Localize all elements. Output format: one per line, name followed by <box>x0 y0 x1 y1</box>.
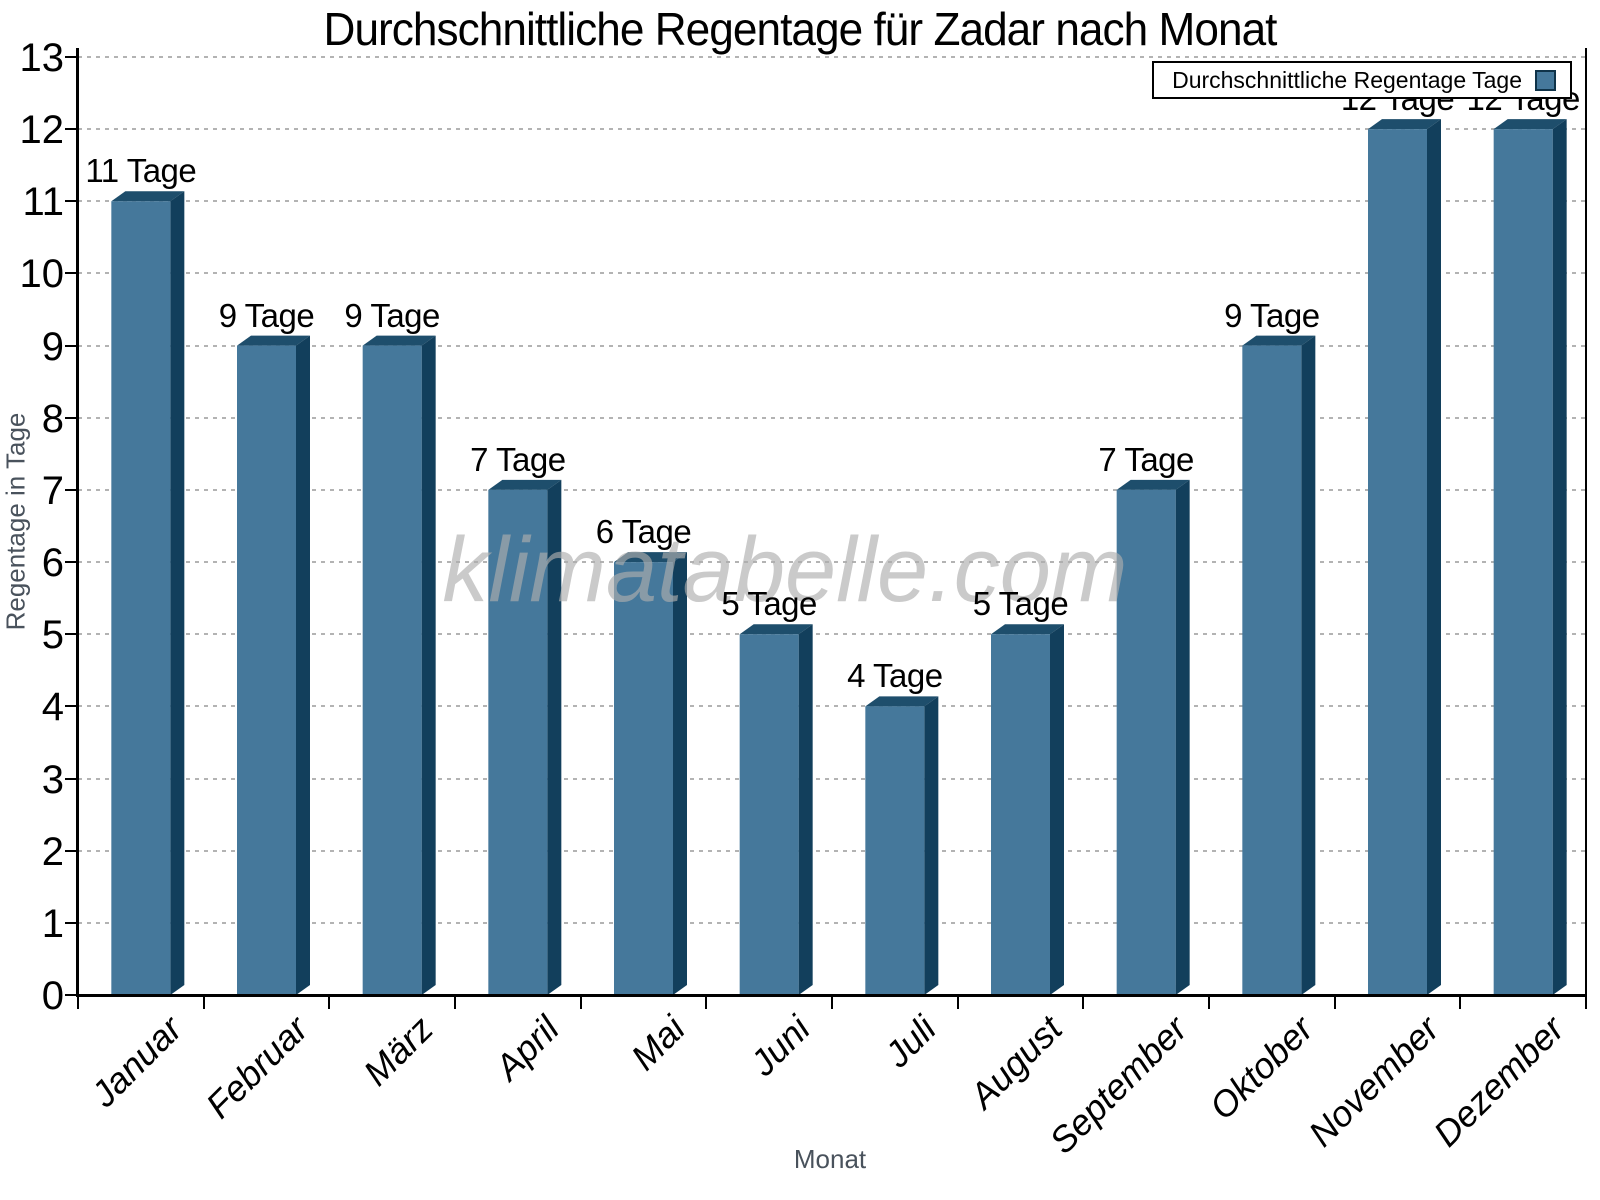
x-axis-tick <box>1585 996 1587 1009</box>
y-axis-tick-label: 8 <box>41 396 64 441</box>
gridline <box>78 272 1586 275</box>
y-axis-tick-label: 13 <box>19 36 65 80</box>
gridline <box>78 128 1586 131</box>
x-axis-tick <box>1333 996 1336 1009</box>
gridline <box>78 849 1586 852</box>
y-axis-tick-label: 7 <box>41 468 64 513</box>
bar-value-label: 5 Tage <box>972 585 1069 623</box>
legend-swatch-icon <box>1535 69 1556 91</box>
x-axis-tick <box>1459 996 1462 1009</box>
x-axis-line <box>76 994 1587 997</box>
gridline <box>78 561 1586 564</box>
bar-value-label: 9 Tage <box>1224 296 1320 334</box>
bar-value-label: 9 Tage <box>344 296 440 334</box>
y-axis-tick-label: 6 <box>41 541 64 586</box>
plot-right-border <box>1585 48 1587 997</box>
y-axis-tick-label: 3 <box>41 757 64 802</box>
y-axis-tick <box>65 777 78 780</box>
x-axis-tick <box>454 996 456 1009</box>
y-axis-tick-label: 11 <box>22 180 64 225</box>
bar-april <box>488 479 562 995</box>
y-axis-tick-label: 10 <box>19 252 65 297</box>
x-axis-tick <box>956 996 959 1009</box>
y-axis-tick <box>65 849 78 852</box>
y-axis-tick <box>65 561 78 564</box>
chart-title: Durchschnittliche Regentage für Zadar na… <box>323 3 1278 55</box>
x-axis-tick <box>328 996 331 1009</box>
y-axis-tick <box>65 200 78 203</box>
bar-februar <box>237 335 310 996</box>
y-axis-tick-label: 9 <box>41 324 64 369</box>
bar-september <box>1116 479 1190 995</box>
x-axis-tick <box>202 996 205 1009</box>
y-axis-tick-label: 5 <box>41 613 64 658</box>
bar-august <box>991 624 1064 995</box>
bar-märz <box>362 335 436 996</box>
y-axis-tick <box>65 705 78 708</box>
bar-value-label: 6 Tage <box>595 513 692 551</box>
bar-value-label: 4 Tage <box>847 657 943 695</box>
bar-value-label: 7 Tage <box>470 440 566 478</box>
x-axis-tick <box>705 996 708 1009</box>
y-axis-tick-label: 12 <box>19 108 65 153</box>
y-axis-tick <box>65 633 78 636</box>
y-axis-tick <box>65 344 78 347</box>
y-axis-tick <box>65 272 78 275</box>
y-axis-tick <box>65 994 78 996</box>
bar-november <box>1368 119 1441 996</box>
gridline <box>78 633 1586 636</box>
gridline <box>78 416 1586 419</box>
gridline <box>78 344 1586 347</box>
bar-juni <box>739 624 813 995</box>
bar-mai <box>614 552 687 995</box>
x-axis-title: Monat <box>793 1144 867 1174</box>
gridline <box>78 705 1586 708</box>
y-axis-tick <box>65 921 78 924</box>
bar-value-label: 11 Tage <box>85 152 197 190</box>
gridline <box>78 200 1586 203</box>
legend: Durchschnittliche Regentage Tage <box>1152 61 1572 99</box>
y-axis-line <box>76 48 79 997</box>
bar-juli <box>865 696 939 995</box>
y-axis-tick <box>65 416 78 419</box>
x-axis-tick <box>579 996 582 1009</box>
bar-value-label: 9 Tage <box>218 296 315 334</box>
gridline <box>78 488 1586 491</box>
y-axis-tick-label: 0 <box>41 974 64 1018</box>
y-axis-tick-label: 1 <box>41 901 64 946</box>
x-axis-tick <box>1208 996 1210 1009</box>
y-axis-tick-label: 2 <box>41 829 64 874</box>
y-axis-tick <box>65 128 78 131</box>
x-axis-tick <box>77 996 79 1009</box>
legend-label: Durchschnittliche Regentage Tage <box>1172 66 1522 93</box>
gridline <box>78 56 1586 58</box>
bar-oktober <box>1242 335 1316 996</box>
bar-dezember <box>1493 119 1567 996</box>
y-axis-tick <box>65 56 78 58</box>
y-axis-tick <box>65 488 78 491</box>
gridline <box>78 777 1586 780</box>
gridline <box>78 921 1586 924</box>
x-axis-tick <box>1082 996 1085 1009</box>
bar-value-label: 5 Tage <box>721 585 817 623</box>
bar-januar <box>111 191 185 996</box>
x-axis-tick <box>831 996 833 1009</box>
y-axis-tick-label: 4 <box>41 685 64 730</box>
bar-value-label: 7 Tage <box>1098 440 1194 478</box>
